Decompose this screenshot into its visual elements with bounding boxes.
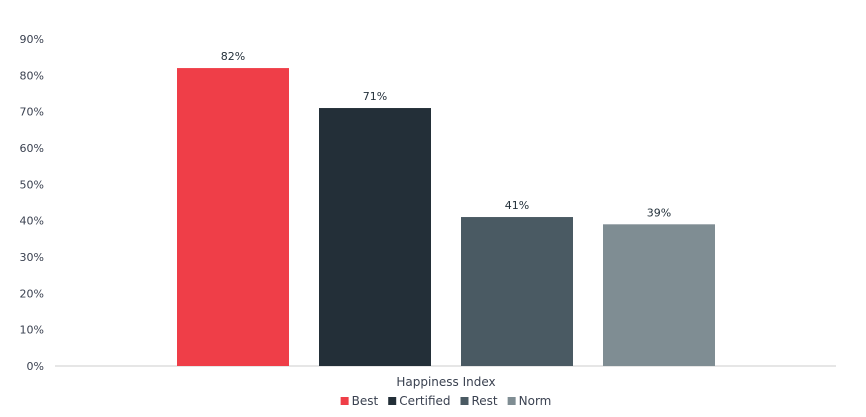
y-tick-label: 60% xyxy=(20,142,44,155)
data-label-norm: 39% xyxy=(647,206,671,219)
y-tick-label: 40% xyxy=(20,215,44,228)
legend: Best Certified Rest Norm xyxy=(340,394,552,408)
legend-label-certified: Certified xyxy=(399,394,450,408)
legend-item-certified: Certified xyxy=(388,394,451,408)
data-labels: 82% 71% 41% 39% xyxy=(221,50,671,219)
legend-swatch-best xyxy=(340,397,349,405)
y-tick-label: 20% xyxy=(20,287,44,300)
y-tick-label: 90% xyxy=(20,33,44,46)
x-category-label: Happiness Index xyxy=(396,375,495,389)
bar-norm xyxy=(603,224,715,366)
legend-label-best: Best xyxy=(352,394,379,408)
y-tick-label: 50% xyxy=(20,178,44,191)
y-tick-label: 10% xyxy=(20,324,44,337)
legend-swatch-certified xyxy=(388,397,397,405)
bar-rest xyxy=(461,217,573,366)
legend-item-best: Best xyxy=(340,394,379,408)
bar-certified xyxy=(319,108,431,367)
y-tick-label: 70% xyxy=(20,106,44,119)
legend-label-rest: Rest xyxy=(472,394,498,408)
legend-label-norm: Norm xyxy=(519,394,552,408)
y-tick-label: 80% xyxy=(20,69,44,82)
bars xyxy=(177,68,715,367)
data-label-best: 82% xyxy=(221,50,245,63)
y-axis-ticks: 0% 10% 20% 30% 40% 50% 60% 70% 80% 90% xyxy=(20,33,44,373)
legend-swatch-norm xyxy=(507,397,516,405)
data-label-certified: 71% xyxy=(363,90,387,103)
data-label-rest: 41% xyxy=(505,199,529,212)
bar-best xyxy=(177,68,289,367)
y-tick-label: 30% xyxy=(20,251,44,264)
legend-swatch-rest xyxy=(460,397,469,405)
y-tick-label: 0% xyxy=(27,360,44,373)
legend-item-rest: Rest xyxy=(460,394,498,408)
legend-item-norm: Norm xyxy=(507,394,552,408)
